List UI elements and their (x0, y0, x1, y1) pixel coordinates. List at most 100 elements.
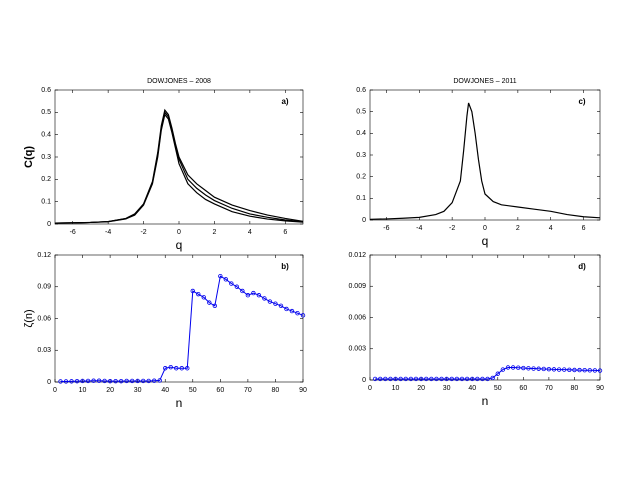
x-tick-label: 80 (571, 385, 579, 392)
data-point (393, 376, 398, 382)
data-point (96, 378, 102, 383)
data-point (587, 368, 592, 373)
x-tick-label: 60 (216, 387, 224, 394)
data-point (495, 371, 500, 376)
data-point (74, 378, 80, 384)
chart-title: DOWJONES – 2011 (453, 78, 516, 85)
x-tick-label: 70 (545, 385, 553, 392)
y-axis-label: ζ(n) (23, 309, 35, 327)
x-tick-label: 0 (53, 387, 57, 394)
y-tick-label: 0.6 (356, 87, 366, 94)
data-point (289, 308, 295, 314)
x-tick-label: 90 (299, 387, 307, 394)
x-tick-label: 70 (244, 387, 252, 394)
data-point (521, 365, 526, 371)
y-tick-label: 0.09 (37, 284, 51, 291)
data-point (196, 291, 201, 297)
y-tick-label: 0 (362, 217, 366, 224)
y-tick-label: 0.6 (41, 87, 51, 94)
data-point (413, 376, 419, 382)
x-tick-label: -2 (140, 229, 146, 236)
x-tick-label: -4 (105, 229, 111, 236)
x-tick-label: 10 (79, 387, 87, 394)
data-point (91, 378, 96, 383)
data-point (449, 376, 454, 382)
axes-frame (54, 254, 304, 383)
data-point (459, 376, 465, 382)
axes-frame (369, 254, 601, 381)
data-point (201, 295, 206, 300)
x-axis-label: q (482, 234, 489, 248)
x-tick-label: -2 (449, 225, 455, 232)
x-tick-label: 0 (177, 229, 181, 236)
panel-label: b) (281, 262, 289, 271)
panel-label: a) (281, 97, 288, 106)
data-point (500, 367, 506, 372)
x-tick-label: 50 (189, 387, 197, 394)
data-point (475, 376, 480, 382)
data-point (179, 366, 184, 371)
data-point (403, 376, 408, 382)
x-tick-label: -4 (416, 225, 422, 232)
data-point (135, 378, 140, 384)
data-point (284, 306, 289, 312)
data-point (102, 378, 107, 384)
y-tick-label: 0.1 (41, 199, 51, 206)
y-tick-label: 0.2 (356, 174, 366, 181)
x-tick-label: 6 (283, 229, 287, 236)
axes-frame (369, 89, 601, 221)
y-tick-label: 0.06 (37, 315, 51, 322)
data-line (54, 108, 304, 224)
data-point (408, 376, 414, 382)
y-tick-label: 0.012 (348, 252, 366, 259)
data-point (398, 376, 403, 382)
data-point (470, 376, 475, 382)
data-point (464, 376, 470, 382)
x-tick-label: 60 (519, 385, 527, 392)
y-axis-label: C(q) (23, 146, 35, 168)
data-point (273, 301, 278, 306)
data-point (577, 367, 582, 373)
data-point (278, 303, 284, 308)
y-tick-label: 0.03 (37, 347, 51, 354)
data-point (516, 365, 521, 370)
x-tick-label: 20 (417, 385, 425, 392)
data-line (369, 102, 601, 220)
data-point (140, 378, 146, 384)
y-tick-label: 0.3 (356, 152, 366, 159)
data-point (229, 281, 234, 286)
data-point (582, 368, 587, 373)
data-point (480, 376, 485, 382)
x-tick-label: 2 (516, 225, 520, 232)
data-point (372, 376, 378, 382)
panel-label: d) (578, 262, 586, 271)
x-tick-label: 6 (582, 225, 586, 232)
data-point (146, 378, 151, 384)
data-point (444, 376, 449, 382)
data-point (572, 367, 577, 373)
data-point (107, 378, 113, 384)
y-tick-label: 0.4 (356, 130, 366, 137)
data-point (58, 379, 63, 384)
data-point (531, 366, 536, 371)
x-axis-label: q (176, 238, 183, 252)
data-point (129, 378, 135, 384)
y-tick-label: 0.4 (41, 132, 51, 139)
y-tick-label: 0.12 (37, 252, 51, 259)
data-point (185, 366, 190, 371)
data-point (113, 378, 118, 384)
x-tick-label: 30 (443, 385, 451, 392)
data-point (262, 296, 267, 301)
data-point (157, 378, 162, 383)
data-point (546, 366, 552, 372)
data-point (168, 364, 173, 370)
data-point (295, 311, 300, 316)
data-point (151, 378, 157, 383)
data-point (597, 368, 603, 373)
data-point (63, 379, 69, 384)
x-tick-label: 0 (483, 225, 487, 232)
x-tick-label: 90 (596, 385, 604, 392)
data-point (300, 313, 306, 318)
y-tick-label: 0.5 (356, 109, 366, 116)
